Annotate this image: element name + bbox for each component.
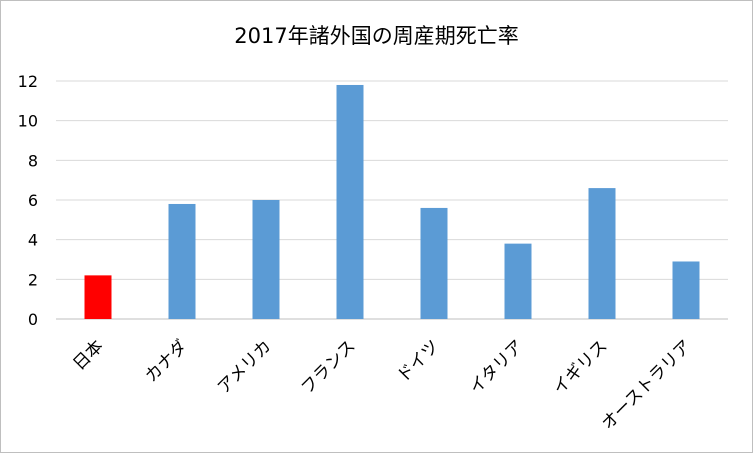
x-tick-label: オーストラリア — [598, 336, 696, 434]
bar — [672, 261, 700, 319]
x-tick-label: イギリス — [549, 336, 611, 398]
x-tick-label: ドイツ — [393, 336, 443, 386]
y-tick-label: 10 — [18, 112, 38, 131]
x-tick-label: 日本 — [69, 336, 107, 374]
bar — [168, 203, 196, 319]
bar — [420, 207, 448, 319]
y-tick-label: 0 — [28, 310, 38, 329]
x-tick-label: フランス — [298, 336, 360, 398]
bar — [504, 243, 532, 319]
y-tick-label: 12 — [18, 72, 38, 91]
bar — [588, 188, 616, 319]
chart-title: 2017年諸外国の周産期死亡率 — [234, 24, 519, 48]
bar — [336, 84, 364, 319]
bar — [84, 275, 112, 319]
bar — [252, 200, 280, 319]
x-tick-label: カナダ — [141, 336, 191, 386]
x-tick-label: アメリカ — [214, 336, 276, 398]
x-tick-label: イタリア — [466, 336, 528, 398]
y-tick-label: 2 — [28, 270, 38, 289]
y-tick-label: 4 — [28, 231, 38, 250]
y-tick-label: 6 — [28, 191, 38, 210]
y-tick-label: 8 — [28, 151, 38, 170]
